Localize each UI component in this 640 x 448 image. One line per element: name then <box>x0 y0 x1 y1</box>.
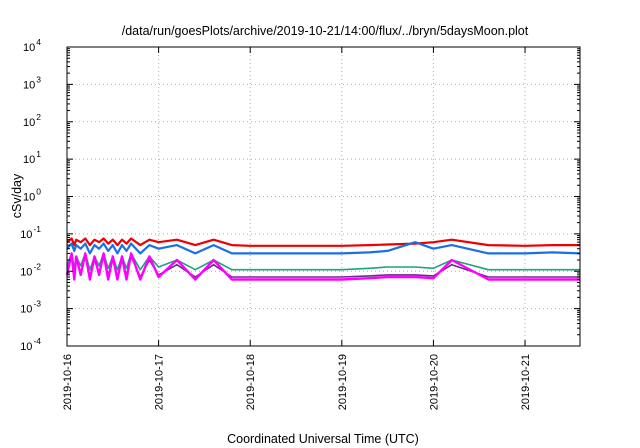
x-tick-label: 2019-10-16 <box>62 354 74 410</box>
y-tick-exponent: 2 <box>36 112 41 122</box>
x-axis-ticks: 2019-10-16 2019-10-17 2019-10-18 2019-10-19… <box>62 47 532 410</box>
x-tick-label: 2019-10-20 <box>428 354 440 410</box>
y-tick-label: 10-3 <box>20 299 41 316</box>
x-tick-label: 2019-10-19 <box>337 354 349 410</box>
series-layer <box>65 237 581 281</box>
y-axis-label: cSv/day <box>10 173 24 218</box>
grid <box>67 47 580 346</box>
y-tick-label: 101 <box>23 149 41 166</box>
y-tick-exponent: 1 <box>36 149 41 159</box>
x-tick-label: 2019-10-18 <box>245 354 257 410</box>
y-tick-label: 102 <box>23 112 41 129</box>
series-line-1 <box>66 237 580 247</box>
y-tick-label: 100 <box>23 187 41 204</box>
y-tick-exponent: 3 <box>36 74 41 84</box>
y-tick-label: 103 <box>23 74 41 91</box>
y-tick-label: 10-2 <box>20 261 41 278</box>
y-tick-exponent: 4 <box>36 37 41 47</box>
x-tick-label: 2019-10-17 <box>154 354 166 410</box>
y-tick-label: 10-1 <box>20 224 41 241</box>
x-axis-label: Coordinated Universal Time (UTC) <box>227 432 419 446</box>
y-tick-exponent: -3 <box>33 299 41 309</box>
series-line-2 <box>66 241 581 255</box>
series-line-5 <box>65 252 580 281</box>
x-tick-label: 2019-10-21 <box>520 354 532 410</box>
y-tick-exponent: 0 <box>36 187 41 197</box>
y-tick-exponent: -1 <box>33 224 41 234</box>
chart-title: /data/run/goesPlots/archive/2019-10-21/1… <box>122 24 529 38</box>
y-tick-label: 104 <box>23 37 41 54</box>
y-tick-label: 10-4 <box>20 336 41 353</box>
y-tick-exponent: -4 <box>33 336 41 346</box>
series-line-4 <box>66 255 580 278</box>
y-tick-exponent: -2 <box>33 261 41 271</box>
